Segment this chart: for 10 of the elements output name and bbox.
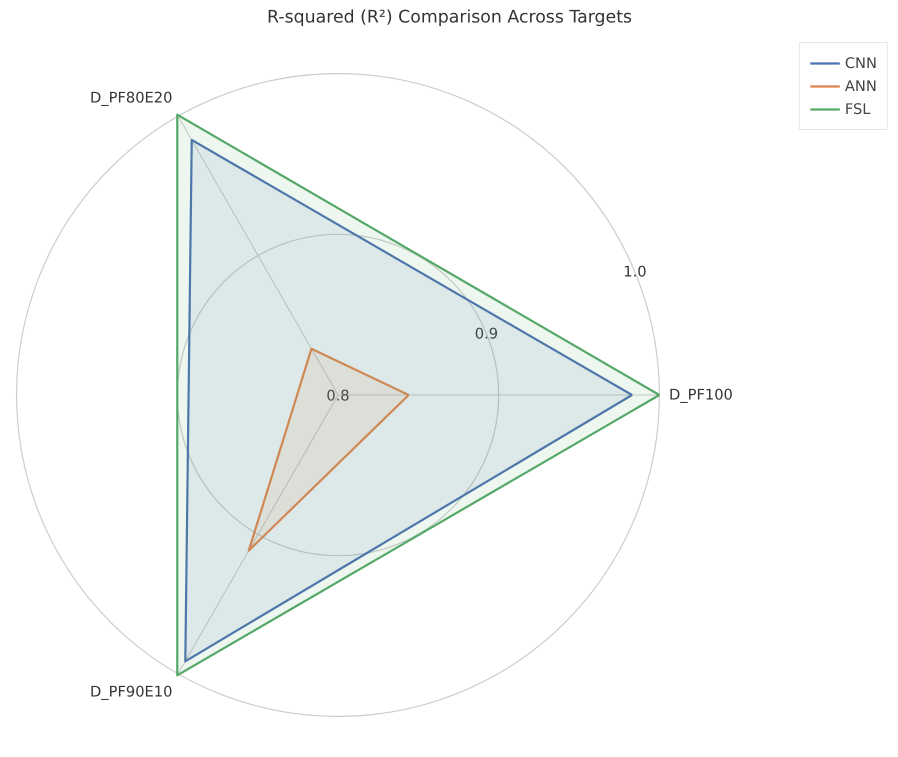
legend-label: FSL [844, 100, 870, 118]
legend-label: ANN [844, 78, 877, 94]
chart-title: R-squared (R²) Comparison Across Targets [266, 8, 632, 28]
spoke-label: D_PF100 [669, 386, 733, 404]
y-tick-label: 0.9 [474, 326, 498, 343]
y-tick-label: 1.0 [623, 264, 647, 281]
legend-label: CNN [844, 54, 877, 72]
spoke-label: D_PF90E10 [90, 684, 172, 701]
y-tick-label: 0.8 [326, 388, 350, 404]
spoke-label: D_PF80E20 [90, 89, 172, 106]
